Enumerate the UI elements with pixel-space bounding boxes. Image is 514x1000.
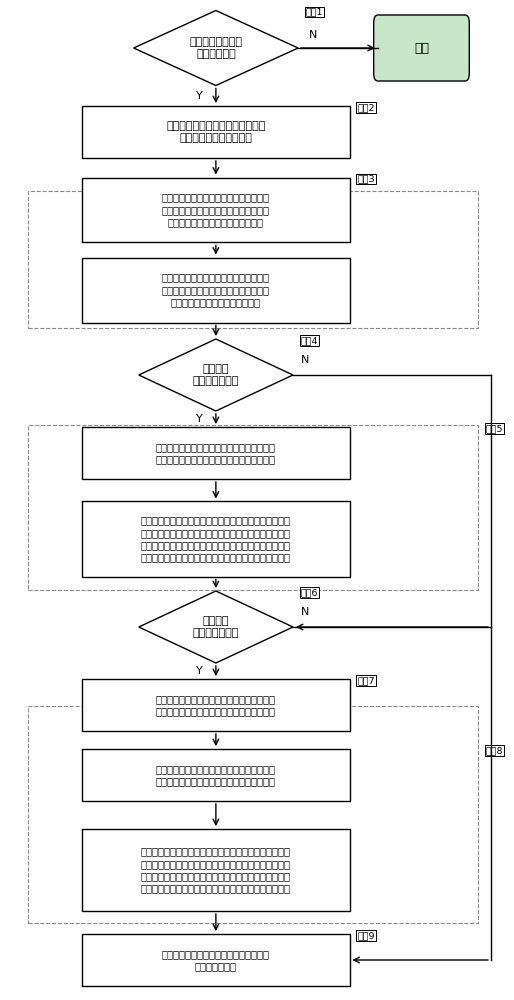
Text: 按新能源电站并网功率调控值对新能源电
站进行实时控制: 按新能源电站并网功率调控值对新能源电 站进行实时控制 [162, 949, 270, 971]
Text: Y: Y [196, 91, 203, 101]
Text: 步骤7: 步骤7 [357, 676, 375, 685]
Text: 确定所有降低并网功率的新能源电站组中各个
新能源电站的并网功率调控指令执行值的下限: 确定所有降低并网功率的新能源电站组中各个 新能源电站的并网功率调控指令执行值的下… [156, 442, 276, 464]
Text: 结束: 结束 [414, 41, 429, 54]
Polygon shape [139, 591, 293, 663]
Text: 将所有降低并网功率的新能源电站组中各个新能源电站并
网功率的降低总量等于需要降低的并网功率总量作为目标
函数，考虑调整范围、功率平衡、功率调整顺序和断面功
率极: 将所有降低并网功率的新能源电站组中各个新能源电站并 网功率的降低总量等于需要降低… [141, 515, 291, 563]
Text: 步骤2: 步骤2 [357, 103, 375, 112]
Text: 需要增加
新能源并网功率: 需要增加 新能源并网功率 [193, 616, 239, 638]
FancyBboxPatch shape [82, 934, 350, 986]
Text: 步骤4: 步骤4 [301, 336, 318, 345]
Text: 依据新能源电站并网功率控制性能代价比
的相近程度，分别对各个新能源电站并网
功率控制组内的新能源电站进行分群: 依据新能源电站并网功率控制性能代价比 的相近程度，分别对各个新能源电站并网 功率… [162, 193, 270, 227]
FancyBboxPatch shape [82, 749, 350, 801]
FancyBboxPatch shape [82, 501, 350, 576]
Text: Y: Y [196, 666, 203, 676]
Text: 步骤8: 步骤8 [486, 746, 503, 755]
Text: 步骤1: 步骤1 [306, 8, 323, 17]
Text: 步骤3: 步骤3 [357, 174, 375, 184]
Text: Y: Y [196, 414, 203, 424]
Polygon shape [139, 339, 293, 411]
FancyBboxPatch shape [374, 15, 469, 81]
Text: 步骤5: 步骤5 [486, 424, 503, 433]
Polygon shape [134, 11, 298, 86]
FancyBboxPatch shape [82, 258, 350, 322]
Text: 按新能源电站并网功率控制性能代价比由
小到大的顺序对新能源电站并网功率控制
组内的所有新能源电站群进行排序: 按新能源电站并网功率控制性能代价比由 小到大的顺序对新能源电站并网功率控制 组内… [162, 273, 270, 307]
FancyBboxPatch shape [82, 106, 350, 158]
Text: 需要降低
新能源并网功率: 需要降低 新能源并网功率 [193, 364, 239, 386]
Text: 确定所有增加并网功率的新能源电站组中各个
新能源电站的并网功率调控指令执行值的上限: 确定所有增加并网功率的新能源电站组中各个 新能源电站的并网功率调控指令执行值的上… [156, 764, 276, 786]
Text: 需要对新能源并网
功率进行控制: 需要对新能源并网 功率进行控制 [189, 37, 243, 59]
FancyBboxPatch shape [82, 829, 350, 911]
Text: N: N [301, 355, 309, 365]
Text: 步骤6: 步骤6 [301, 588, 318, 597]
FancyBboxPatch shape [82, 679, 350, 731]
Text: N: N [308, 30, 317, 40]
FancyBboxPatch shape [82, 427, 350, 479]
Text: 计算考虑新能源电站的并网有功功率预测精度
和并网有功功率调节性能指标的综合性能指标: 计算考虑新能源电站的并网有功功率预测精度 和并网有功功率调节性能指标的综合性能指… [156, 694, 276, 716]
Text: 将所有增加并网功率的新能源电站组中各个新能源电站并
网功率的增加总量等于需要增加的并网功率总量作为目标
函数，考虑调整范围、功率平衡、功率调整顺序和断面功
率极: 将所有增加并网功率的新能源电站组中各个新能源电站并 网功率的增加总量等于需要增加… [141, 846, 291, 894]
FancyBboxPatch shape [82, 178, 350, 242]
Text: 计算新能源电站并网功率预测精度
和并网功率调节性能指标: 计算新能源电站并网功率预测精度 和并网功率调节性能指标 [166, 121, 266, 143]
Text: N: N [301, 607, 309, 617]
Text: 步骤9: 步骤9 [357, 931, 375, 940]
